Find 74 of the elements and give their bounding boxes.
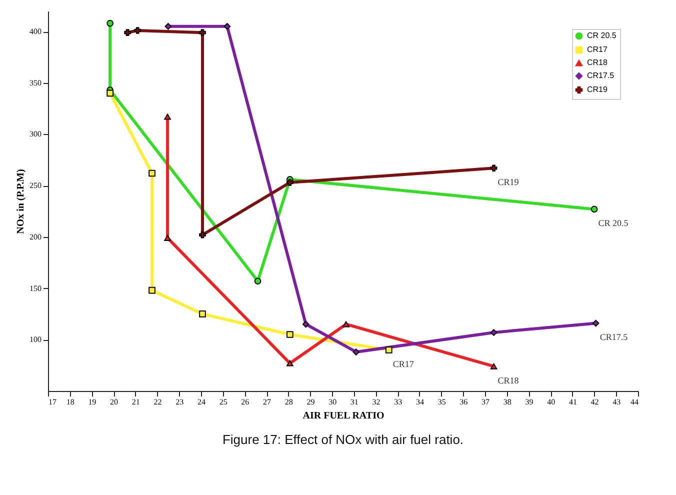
x-tick-label: 22 xyxy=(154,398,162,406)
x-tick-label: 39 xyxy=(525,398,534,406)
x-tick-label: 28 xyxy=(284,398,293,406)
point xyxy=(148,170,156,177)
y-tick-label: 250 xyxy=(30,181,42,190)
point xyxy=(286,360,294,366)
point xyxy=(164,22,172,30)
x-tick-label: 32 xyxy=(372,398,380,406)
point xyxy=(385,346,392,354)
legend-label: CR17.5 xyxy=(587,71,615,80)
annotation: CR 20.5 xyxy=(598,218,629,228)
y-tick-label: 100 xyxy=(30,335,42,344)
point xyxy=(106,90,114,97)
annotation: CR17 xyxy=(392,358,414,369)
x-tick-label: 30 xyxy=(328,398,337,406)
x-tick-label: 24 xyxy=(197,398,206,406)
point xyxy=(106,20,114,27)
x-tick-label: 34 xyxy=(416,398,424,406)
x-tick-label: 17 xyxy=(48,398,56,406)
x-tick-label: 23 xyxy=(176,398,184,406)
x-tick-label: 27 xyxy=(263,398,272,406)
annotation: CR19 xyxy=(498,177,520,188)
point xyxy=(164,114,171,120)
point xyxy=(286,331,294,338)
y-tick-label: 150 xyxy=(30,284,42,293)
point xyxy=(352,348,360,356)
x-tick-label: 20 xyxy=(110,398,118,406)
legend-label: CR17 xyxy=(587,45,608,54)
x-tick-label: 37 xyxy=(482,398,490,406)
x-tick-label: 31 xyxy=(350,398,358,406)
legend-label: CR 20.5 xyxy=(587,31,617,40)
x-tick-label: 26 xyxy=(241,398,250,406)
point xyxy=(590,206,598,213)
x-tick-label: 25 xyxy=(219,398,228,406)
x-tick-label: 19 xyxy=(88,398,96,406)
y-tick-label: 400 xyxy=(30,27,42,36)
annotation: CR18 xyxy=(498,375,520,386)
point xyxy=(592,320,600,327)
point xyxy=(199,231,206,238)
point xyxy=(490,329,498,336)
x-tick-label: 40 xyxy=(547,398,556,406)
point xyxy=(124,29,131,36)
point xyxy=(199,310,206,318)
point xyxy=(164,234,171,241)
point xyxy=(199,29,206,36)
x-tick-label: 38 xyxy=(503,398,512,406)
x-axis-title: AIR FUEL RATIO xyxy=(302,410,384,422)
x-tick-label: 43 xyxy=(612,398,621,406)
x-tick-label: 21 xyxy=(132,398,140,406)
x-tick-label: 33 xyxy=(394,398,402,406)
x-tick-label: 42 xyxy=(590,398,599,406)
point xyxy=(134,27,142,34)
y-tick-label: 300 xyxy=(30,130,42,139)
point xyxy=(286,179,294,186)
x-tick-label: 41 xyxy=(568,398,577,406)
legend-label: CR19 xyxy=(587,85,608,94)
annotation: CR17.5 xyxy=(600,332,628,342)
y-tick-label: 200 xyxy=(30,232,42,242)
y-axis-title: NOx in (P.P.M) xyxy=(16,169,26,234)
point xyxy=(490,363,498,370)
point xyxy=(490,164,498,172)
x-tick-label: 29 xyxy=(306,398,315,406)
legend-label: CR18 xyxy=(587,58,608,67)
point xyxy=(302,320,310,328)
point xyxy=(342,321,350,328)
point xyxy=(254,278,262,285)
point xyxy=(148,286,156,294)
x-tick-label: 36 xyxy=(460,398,468,406)
point xyxy=(224,22,231,30)
text: Figure 17: Effect of NOx with air fuel ratio. xyxy=(222,432,464,447)
y-tick-label: 350 xyxy=(30,78,42,88)
x-tick-label: 44 xyxy=(630,398,638,406)
x-tick-label: 18 xyxy=(66,398,74,406)
x-tick-label: 35 xyxy=(438,398,446,406)
